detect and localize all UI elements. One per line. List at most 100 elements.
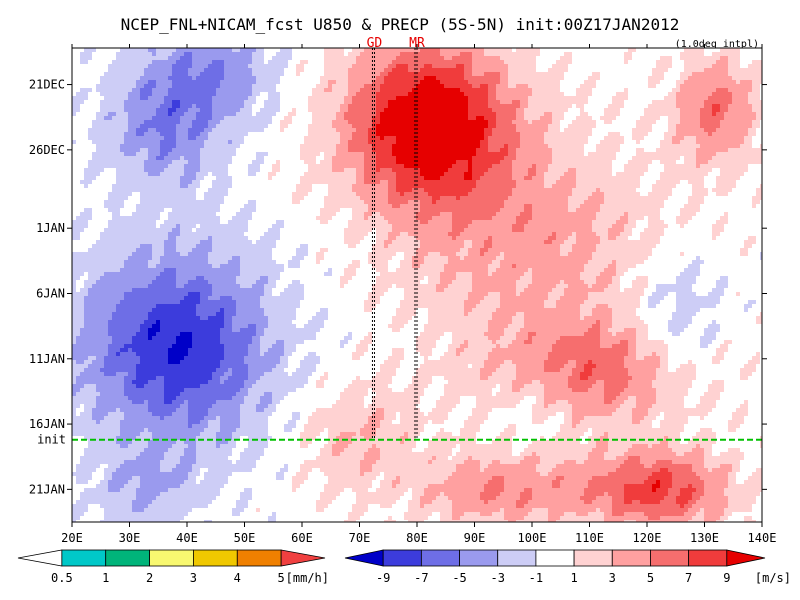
u850-cell — [300, 108, 304, 112]
u850-cell — [176, 96, 180, 100]
u850-cell — [640, 140, 644, 144]
u850-cell — [620, 144, 624, 148]
u850-cell — [728, 132, 732, 136]
u850-cell — [536, 80, 540, 84]
u850-cell — [116, 68, 120, 72]
u850-cell — [224, 160, 228, 164]
u850-cell — [156, 108, 160, 112]
u850-cell — [456, 52, 460, 56]
u850-cell — [376, 92, 380, 96]
u850-cell — [688, 76, 692, 80]
u850-cell — [244, 160, 248, 164]
u850-cell — [748, 132, 752, 136]
u850-cell — [756, 128, 760, 132]
u850-cell — [552, 128, 556, 132]
u850-cell — [712, 136, 716, 140]
u850-cell — [636, 156, 640, 160]
u850-cell — [168, 124, 172, 128]
u850-cell — [472, 116, 476, 120]
u850-cell — [204, 52, 208, 56]
u850-cell — [596, 140, 600, 144]
u850-cell — [564, 136, 568, 140]
u850-cell — [212, 92, 216, 96]
u850-cell — [748, 136, 752, 140]
u850-cell — [472, 48, 476, 52]
u850-cell — [456, 112, 460, 116]
u850-cell — [276, 112, 280, 116]
u850-cell — [308, 88, 312, 92]
u850-cell — [488, 84, 492, 88]
u850-cell — [424, 124, 428, 128]
u850-cell — [724, 144, 728, 148]
u850-cell — [524, 132, 528, 136]
u850-cell — [204, 84, 208, 88]
u850-cell — [388, 136, 392, 140]
u850-cell — [264, 92, 268, 96]
u850-cell — [244, 92, 248, 96]
u850-cell — [620, 68, 624, 72]
u850-cell — [168, 152, 172, 156]
u850-cell — [92, 156, 96, 160]
u850-cell — [144, 100, 148, 104]
u850-cell — [528, 100, 532, 104]
u850-cell — [380, 108, 384, 112]
u850-cell — [152, 152, 156, 156]
u850-cell — [192, 120, 196, 124]
u850-cell — [696, 60, 700, 64]
u850-cell — [228, 140, 232, 144]
u850-cell — [732, 64, 736, 68]
u850-cell — [728, 152, 732, 156]
u850-cell — [400, 108, 404, 112]
u850-cell — [540, 76, 544, 80]
u850-cell — [212, 124, 216, 128]
u850-cell — [436, 96, 440, 100]
u850-cell — [444, 128, 448, 132]
u850-cell — [224, 60, 228, 64]
u850-cell — [740, 88, 744, 92]
u850-cell — [660, 116, 664, 120]
u850-cell — [516, 48, 520, 52]
u850-cell — [460, 132, 464, 136]
u850-cell — [364, 116, 368, 120]
u850-cell — [620, 72, 624, 76]
u850-cell — [88, 156, 92, 160]
u850-cell — [580, 60, 584, 64]
u850-cell — [564, 68, 568, 72]
u850-cell — [592, 92, 596, 96]
u850-cell — [644, 72, 648, 76]
u850-cell — [96, 96, 100, 100]
u850-cell — [580, 48, 584, 52]
u850-cell — [648, 136, 652, 140]
u850-cell — [544, 132, 548, 136]
u850-cell — [548, 132, 552, 136]
u850-cell — [224, 52, 228, 56]
u850-cell — [532, 144, 536, 148]
u850-cell — [452, 76, 456, 80]
u850-cell — [396, 116, 400, 120]
u850-cell — [340, 128, 344, 132]
u850-cell — [504, 148, 508, 152]
u850-cell — [76, 128, 80, 132]
u850-cell — [332, 132, 336, 136]
u850-cell — [384, 120, 388, 124]
u850-cell — [492, 120, 496, 124]
u850-cell — [528, 68, 532, 72]
u850-cell — [544, 120, 548, 124]
u850-cell — [140, 68, 144, 72]
u850-cell — [700, 116, 704, 120]
u850-cell — [108, 108, 112, 112]
u850-cell — [228, 68, 232, 72]
u850-cell — [616, 100, 620, 104]
u850-cell — [200, 124, 204, 128]
u850-cell — [348, 68, 352, 72]
u850-cell — [608, 100, 612, 104]
u850-cell — [180, 128, 184, 132]
u850-cell — [352, 80, 356, 84]
u850-cell — [668, 140, 672, 144]
u850-cell — [192, 144, 196, 148]
u850-cell — [452, 60, 456, 64]
u850-cell — [340, 156, 344, 160]
u850-cell — [592, 84, 596, 88]
u850-cell — [520, 136, 524, 140]
u850-cell — [712, 48, 716, 52]
